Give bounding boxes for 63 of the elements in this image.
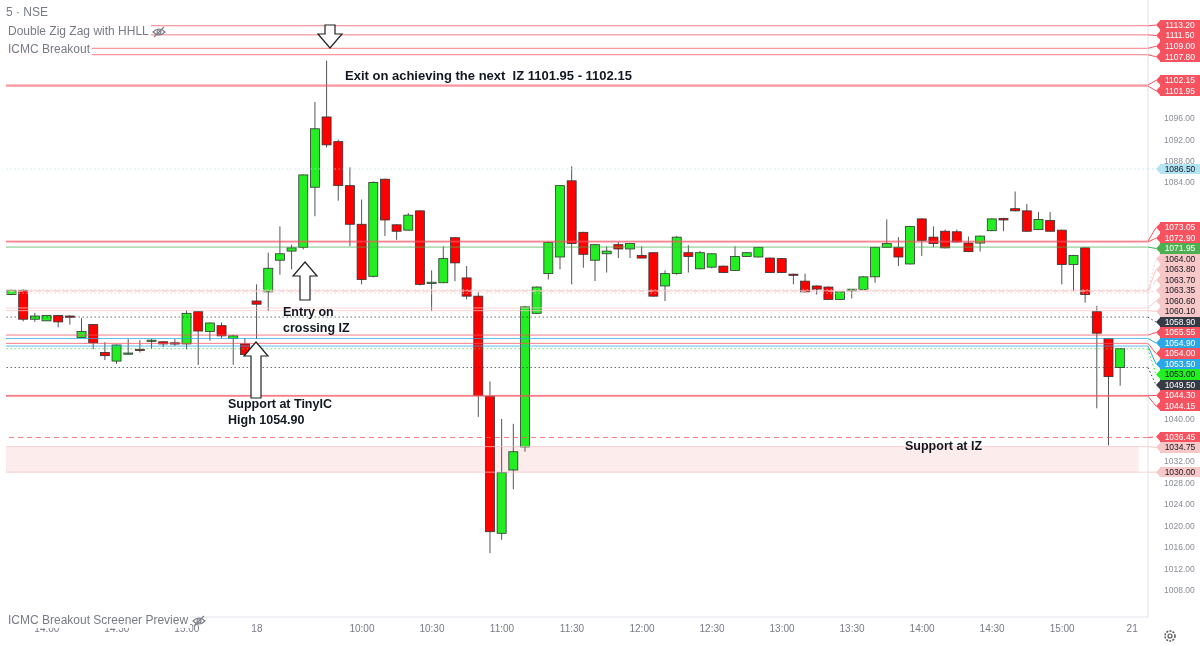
x-tick-label: 14:30 [104,623,130,635]
ref-line-label: 1086.50 [1160,163,1200,175]
legend-label: 1063.80 [1160,264,1200,275]
y-tick-label: 1092.00 [1164,134,1195,145]
x-tick-label: 21 [1126,623,1139,635]
y-tick-label: 1016.00 [1164,542,1195,553]
x-tick-label: 15:00 [1049,623,1076,635]
ref-line-label: 1072.90 [1160,232,1200,244]
ref-line-label: 1036.45 [1160,431,1200,443]
x-tick-label: 18 [251,623,263,635]
ref-line-label: 1102.15 [1160,75,1200,86]
annotation: Entry on crossing IZ [283,305,351,337]
legend-label: 1054.00 [1160,348,1200,359]
ref-line-label: 1107.80 [1160,51,1200,62]
x-tick-label: 13:30 [839,623,866,635]
y-tick-label: 1096.00 [1164,113,1195,124]
ref-line-label: 1030.00 [1160,466,1200,478]
legend-label: 1063.70 [1160,274,1200,286]
y-tick-label: 1024.00 [1164,499,1195,510]
ref-line-label: 1101.95 [1160,85,1200,97]
ref-line-label: 1071.95 [1160,243,1200,254]
ref-line-label: 1054.90 [1160,337,1200,349]
x-tick-label: 14:30 [979,623,1006,635]
annotation: ICMC Breakout [6,42,93,57]
ref-line-label: 1111.50 [1160,30,1200,41]
ref-line-label: 1060.60 [1160,295,1200,307]
legend-label: 1053.50 [1160,358,1200,370]
x-tick-label: 12:00 [629,623,655,635]
chart-title: 5 · NSE [6,5,49,19]
y-tick-label: 1008.00 [1164,585,1195,596]
x-tick-label: 10:30 [419,623,445,635]
y-tick-label: 1032.00 [1164,456,1195,467]
y-tick-label: 1088.00 [1164,155,1195,166]
ref-line-label: 1034.75 [1160,442,1200,453]
x-tick-label: 14:00 [34,623,60,635]
legend-label: 1073.05 [1160,222,1200,233]
ref-line-label: 1109.00 [1160,41,1200,52]
ref-line-label: 1055.55 [1160,327,1200,338]
annotation: Exit on achieving the next IZ 1101.95 - 1102.15 [345,68,633,85]
x-tick-label: 12:30 [699,623,725,635]
x-tick-label: 10:00 [349,623,375,635]
x-tick-label: 15:00 [174,623,200,635]
legend-label: 1044.15 [1160,400,1200,412]
annotation: Double Zig Zag with HHLL [6,24,151,39]
ref-line-label: 1044.30 [1160,390,1200,401]
legend-label: 1064.00 [1160,253,1200,265]
legend-label: 1049.50 [1160,379,1200,391]
x-tick-label: 11:00 [489,623,515,635]
x-tick-label: 11:30 [559,623,585,635]
x-tick-label: 13:00 [769,623,796,635]
annotation: Support at TinyIC High 1054.90 [228,397,333,429]
ref-line-label: 1060.10 [1160,306,1200,317]
ref-line-label: 1063.35 [1160,285,1200,296]
band-label: Support at IZ [905,439,983,454]
y-tick-label: 1028.00 [1164,477,1195,488]
y-tick-label: 1084.00 [1164,177,1195,188]
y-tick-label: 1020.00 [1164,520,1195,531]
y-tick-label: 1012.00 [1164,563,1195,574]
ref-line-label: 1058.90 [1160,316,1200,328]
legend-label: 1053.00 [1160,369,1200,380]
x-tick-label: 14:00 [909,623,936,635]
y-tick-label: 1040.00 [1164,413,1195,424]
ref-line-label: 1113.20 [1160,19,1200,31]
